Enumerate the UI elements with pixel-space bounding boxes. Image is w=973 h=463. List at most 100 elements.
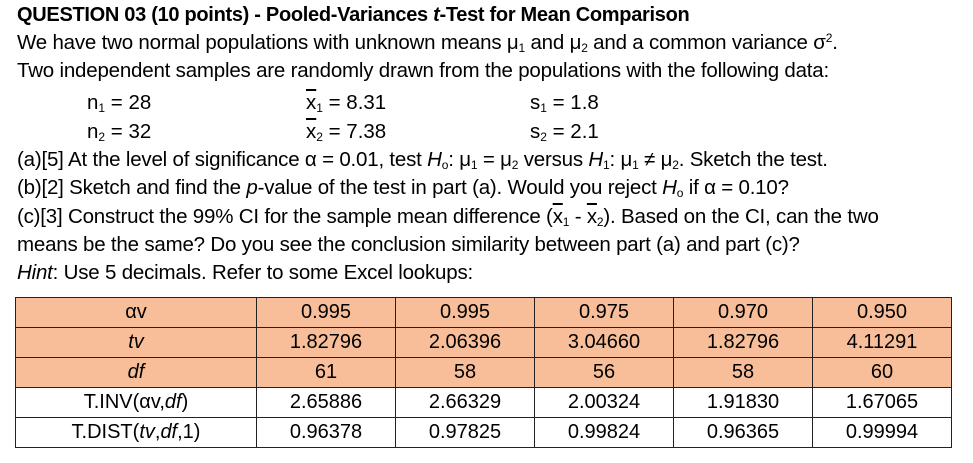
symbol: n	[87, 120, 99, 143]
symbol: x	[306, 91, 317, 114]
table-row-t-dist: T.DIST(tv,df,1) 0.96378 0.97825 0.99824 …	[15, 417, 952, 448]
table-cell: 0.97825	[395, 417, 535, 448]
text: . Sketch the test.	[678, 148, 828, 171]
title-italic-t: t	[433, 4, 440, 26]
excel-lookup-table: αv 0.995 0.995 0.975 0.970 0.950 tv 1.82…	[15, 297, 952, 448]
table-cell: 56	[534, 357, 674, 388]
subscript: 1	[470, 158, 478, 172]
text: ≠ μ	[638, 148, 673, 171]
p-symbol: p	[246, 176, 258, 199]
label-part: df	[160, 421, 178, 443]
subscript: 1	[603, 158, 610, 172]
text: -	[569, 205, 587, 228]
part-c-line-2: means be the same? Do you see the conclu…	[17, 233, 800, 256]
label-part: T.INV(αv,	[83, 391, 165, 413]
value: = 7.38	[322, 120, 387, 143]
label-part: T.DIST(	[71, 421, 140, 443]
subscript: 1	[562, 215, 570, 229]
subscript: 1	[316, 101, 323, 115]
table-cell: 1.82796	[673, 327, 813, 358]
text: (a)[5] At the level of significance α = …	[17, 148, 428, 171]
subscript: 2	[596, 215, 604, 229]
table-cell: 61	[256, 357, 396, 388]
row-label: T.INV(αv,df)	[15, 387, 257, 418]
given-s1: s1 = 1.8	[530, 89, 599, 117]
h1-symbol: H	[588, 148, 603, 171]
intro-line-1: We have two normal populations with unkn…	[17, 29, 838, 57]
table-row-t-inv: T.INV(αv,df) 2.65886 2.66329 2.00324 1.9…	[15, 387, 952, 418]
subscript: 2	[316, 130, 323, 144]
text: versus	[518, 148, 589, 171]
value: = 32	[105, 120, 152, 143]
text: if α = 0.10?	[683, 176, 789, 199]
table-cell: 0.995	[256, 297, 396, 328]
table-cell: 0.96365	[673, 417, 813, 448]
subscript: 2	[581, 41, 588, 55]
given-xbar2: x2 = 7.38	[306, 118, 386, 146]
table-cell: 1.91830	[673, 387, 813, 418]
table-cell: 0.970	[673, 297, 813, 328]
text: (c)[3] Construct the 99% CI for the samp…	[17, 205, 553, 228]
table-cell: 2.06396	[395, 327, 535, 358]
subscript: 1	[540, 101, 547, 115]
row-label: αv	[15, 297, 257, 328]
table-cell: 2.65886	[256, 387, 396, 418]
subscript: 1	[518, 41, 525, 55]
table-cell: 0.96378	[256, 417, 396, 448]
title-suffix: -Test for Mean Comparison	[439, 4, 690, 26]
table-cell: 0.975	[534, 297, 674, 328]
table-cell: 0.995	[395, 297, 535, 328]
hint: Hint: Use 5 decimals. Refer to some Exce…	[17, 259, 473, 287]
table-cell: 0.99824	[534, 417, 674, 448]
table-row-alpha-v: αv 0.995 0.995 0.975 0.970 0.950	[15, 297, 952, 328]
subscript: 2	[672, 158, 679, 172]
table-cell: 58	[395, 357, 535, 388]
row-label: T.DIST(tv,df,1)	[15, 417, 257, 448]
intro-line-2: Two independent samples are randomly dra…	[17, 59, 829, 82]
label-part: tv	[139, 421, 155, 443]
text: : μ	[448, 148, 471, 171]
text: (b)[2] Sketch and find the	[17, 176, 247, 199]
subscript: 1	[632, 158, 639, 172]
part-c-line-1: (c)[3] Construct the 99% CI for the samp…	[17, 203, 879, 231]
value: = 8.31	[322, 91, 387, 114]
value: = 28	[105, 91, 152, 114]
label-part: ,1)	[177, 421, 201, 443]
part-a: (a)[5] At the level of significance α = …	[17, 146, 828, 174]
label-part: ,	[154, 421, 161, 443]
intro-text: .	[832, 31, 838, 54]
title-prefix: QUESTION 03 (10 points) - Pooled-Varianc…	[17, 4, 434, 26]
table-cell: 2.66329	[395, 387, 535, 418]
xbar-symbol: x	[586, 205, 597, 228]
text: : μ	[609, 148, 633, 171]
subscript: o	[441, 158, 449, 172]
row-label: df	[15, 357, 257, 388]
text: = μ	[477, 148, 512, 171]
table-cell: 58	[673, 357, 813, 388]
table-cell: 1.67065	[812, 387, 952, 418]
given-n2: n2 = 32	[87, 118, 151, 146]
intro-text: and μ	[524, 31, 582, 54]
table-cell: 0.99994	[812, 417, 952, 448]
value: = 2.1	[546, 120, 599, 143]
label-part: df	[164, 391, 182, 413]
intro-text: and a common variance σ	[587, 31, 826, 54]
subscript: o	[676, 186, 684, 200]
table-cell: 2.00324	[534, 387, 674, 418]
h0-symbol: H	[662, 176, 677, 199]
given-xbar1: x1 = 8.31	[306, 89, 386, 117]
subscript: 2	[540, 130, 547, 144]
table-cell: 3.04660	[534, 327, 674, 358]
subscript: 1	[98, 101, 106, 115]
superscript: 2	[825, 31, 833, 45]
symbol: s	[530, 91, 541, 114]
row-label: tv	[15, 327, 257, 358]
table-cell: 4.11291	[812, 327, 952, 358]
subscript: 2	[511, 158, 519, 172]
table-cell: 0.950	[812, 297, 952, 328]
question-title: QUESTION 03 (10 points) - Pooled-Varianc…	[17, 1, 690, 29]
text: ). Based on the CI, can the two	[603, 205, 879, 228]
given-n1: n1 = 28	[87, 89, 151, 117]
value: = 1.8	[546, 91, 599, 114]
xbar-symbol: x	[552, 205, 563, 228]
